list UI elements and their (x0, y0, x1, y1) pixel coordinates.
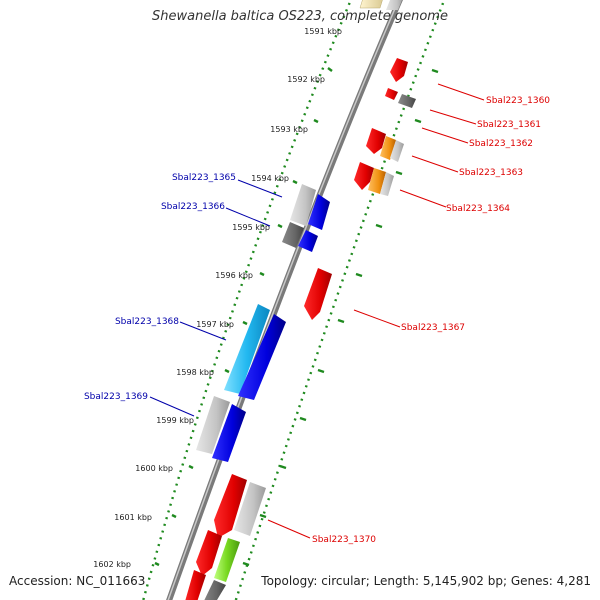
gene-arrow-1363[interactable] (354, 162, 374, 190)
tick-label: 1601 kbp (114, 513, 152, 522)
topology-label: Topology: (261, 574, 318, 588)
gene-arrow-1369[interactable] (196, 396, 230, 454)
topology-value: circular; (321, 574, 370, 588)
outer-ring-ticks (242, 68, 439, 567)
reverse-leaders (149, 179, 283, 417)
gene-arrow-1369b[interactable] (212, 404, 246, 462)
gene-label[interactable]: Sbal223_1365 (172, 173, 236, 183)
gene-arrow-1367[interactable] (304, 268, 332, 320)
tick-label: 1593 kbp (270, 125, 308, 134)
gene-label[interactable]: Sbal223_1361 (477, 120, 541, 130)
gene-arrow-1364[interactable] (368, 168, 386, 194)
tick-label: 1598 kbp (176, 368, 214, 377)
gene-arrow-1362[interactable] (366, 128, 386, 154)
genome-stats: Topology: circular; Length: 5,145,902 bp… (261, 574, 591, 588)
forward-leaders (267, 83, 485, 539)
genome-backbone-highlight (167, 0, 400, 600)
gene-label[interactable]: Sbal223_1367 (401, 323, 465, 333)
gene-arrow[interactable] (214, 538, 240, 582)
gene-label[interactable]: Sbal223_1369 (84, 392, 148, 402)
reverse-strand-genes (196, 184, 330, 462)
gene-arrow[interactable] (386, 0, 404, 10)
map-title: Shewanella baltica OS223, complete genom… (152, 9, 448, 24)
gene-label[interactable]: Sbal223_1370 (312, 535, 376, 545)
gene-arrow-1362c[interactable] (390, 140, 404, 162)
gene-label[interactable]: Sbal223_1363 (459, 168, 523, 178)
tick-label: 1595 kbp (232, 223, 270, 232)
gene-label[interactable]: Sbal223_1366 (161, 202, 225, 212)
gene-arrow[interactable] (184, 570, 206, 600)
tick-label: 1600 kbp (135, 464, 173, 473)
gene-arrow-1361b[interactable] (398, 94, 416, 108)
gene-arrow[interactable] (202, 580, 226, 600)
gene-arrow[interactable] (359, 0, 384, 9)
length-value: 5,145,902 bp; (422, 574, 508, 588)
gene-arrow-1361[interactable] (385, 88, 398, 100)
gene-arrow-1360[interactable] (390, 58, 408, 82)
tick-label: 1596 kbp (215, 271, 253, 280)
inner-tick-ring (142, 0, 353, 600)
forward-strand-genes (184, 0, 416, 600)
genes-value: 4,281 (556, 574, 591, 588)
gene-arrow-1366b[interactable] (298, 230, 318, 252)
gene-label[interactable]: Sbal223_1368 (115, 317, 179, 327)
reverse-gene-labels: Sbal223_1365 Sbal223_1366 Sbal223_1368 S… (84, 173, 236, 402)
gene-arrow-1368b[interactable] (238, 314, 286, 400)
outer-tick-ring (234, 0, 446, 600)
gene-arrow-1366[interactable] (282, 222, 304, 248)
tick-label: 1592 kbp (287, 75, 325, 84)
gene-label[interactable]: Sbal223_1360 (486, 96, 550, 106)
genome-backbone (166, 0, 403, 600)
gene-label[interactable]: Sbal223_1364 (446, 204, 510, 214)
forward-gene-labels: Sbal223_1360 Sbal223_1361 Sbal223_1362 S… (312, 96, 550, 545)
tick-label: 1599 kbp (156, 416, 194, 425)
gene-arrow[interactable] (196, 530, 222, 576)
gene-arrow-1365b[interactable] (308, 194, 330, 230)
length-label: Length: (373, 574, 420, 588)
tick-labels: 1591 kbp 1592 kbp 1593 kbp 1594 kbp 1595… (93, 27, 342, 569)
tick-label: 1594 kbp (251, 174, 289, 183)
accession-value: NC_011663 (76, 574, 146, 588)
gene-arrow-1364b[interactable] (380, 172, 394, 196)
gene-arrow-1370a[interactable] (214, 474, 247, 538)
gene-arrow-1365[interactable] (290, 184, 316, 226)
genes-label: Genes: (510, 574, 553, 588)
accession-label: Accession: (9, 574, 73, 588)
tick-label: 1597 kbp (196, 320, 234, 329)
gene-arrow-1370[interactable] (234, 482, 266, 536)
tick-label: 1602 kbp (93, 560, 131, 569)
tick-label: 1591 kbp (304, 27, 342, 36)
gene-arrow-1362b[interactable] (380, 136, 396, 160)
gene-arrow-1368[interactable] (224, 304, 270, 394)
gene-label[interactable]: Sbal223_1362 (469, 139, 533, 149)
accession-info: Accession: NC_011663 (9, 574, 145, 588)
